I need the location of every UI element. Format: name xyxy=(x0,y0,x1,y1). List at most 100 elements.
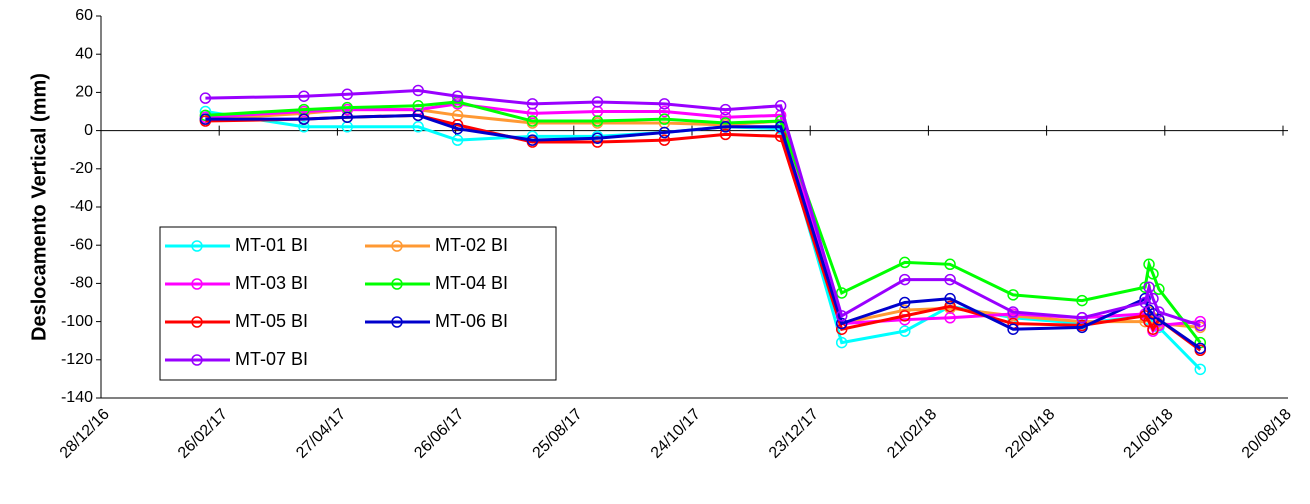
legend-box xyxy=(159,226,557,381)
marker xyxy=(412,109,424,122)
marker xyxy=(1007,306,1019,318)
marker xyxy=(774,100,787,112)
marker xyxy=(1194,315,1207,328)
marker xyxy=(1147,292,1159,305)
marker xyxy=(1153,313,1165,326)
marker xyxy=(1143,258,1155,271)
marker xyxy=(835,317,848,330)
marker xyxy=(835,310,848,322)
marker xyxy=(591,115,604,127)
legend-marker xyxy=(391,316,403,328)
marker xyxy=(298,121,310,133)
legend-marker xyxy=(191,240,203,252)
x-tick-label: 28/12/16 xyxy=(57,406,113,462)
marker xyxy=(944,258,956,271)
legend-marker xyxy=(391,278,403,290)
marker xyxy=(526,115,539,127)
legend-label: MT-06 BI xyxy=(435,311,508,331)
legend-label: MT-03 BI xyxy=(235,273,308,293)
marker xyxy=(899,273,911,286)
legend-marker xyxy=(191,278,203,290)
x-tick-label: 20/08/18 xyxy=(1239,406,1295,462)
series-line xyxy=(205,88,1201,327)
marker xyxy=(899,310,911,322)
x-tick-label: 21/02/18 xyxy=(884,406,940,462)
marker xyxy=(341,88,353,101)
legend-label: MT-04 BI xyxy=(435,273,508,293)
x-tick-label: 22/04/18 xyxy=(1002,406,1058,462)
marker xyxy=(719,128,732,141)
marker xyxy=(451,134,464,146)
x-tick-label: 21/06/18 xyxy=(1121,406,1177,462)
marker xyxy=(298,113,310,125)
marker xyxy=(526,134,539,146)
marker xyxy=(1139,310,1151,322)
x-tick-label: 25/08/17 xyxy=(530,406,586,462)
marker xyxy=(658,126,671,139)
marker xyxy=(1194,319,1207,332)
y-axis-label: Deslocamento Vertical (mm) xyxy=(28,73,50,341)
marker xyxy=(899,296,911,309)
marker xyxy=(944,312,956,324)
y-tick-label: -140 xyxy=(61,389,93,406)
marker xyxy=(719,121,732,133)
y-tick-label: -120 xyxy=(61,351,93,368)
marker xyxy=(899,256,911,269)
marker xyxy=(835,336,848,349)
y-tick-label: 0 xyxy=(84,122,93,139)
marker xyxy=(412,84,424,97)
marker xyxy=(944,273,956,286)
y-tick-label: -20 xyxy=(70,160,93,177)
x-tick-label: 26/06/17 xyxy=(411,406,467,462)
marker xyxy=(944,300,956,313)
legend-label: MT-07 BI xyxy=(235,349,308,369)
x-tick-label: 23/12/17 xyxy=(766,406,822,462)
y-tick-label: -100 xyxy=(61,313,93,330)
marker xyxy=(719,103,732,116)
marker xyxy=(451,90,464,102)
marker xyxy=(658,113,671,125)
marker xyxy=(591,96,604,108)
marker xyxy=(298,90,310,102)
y-tick-label: -40 xyxy=(70,198,93,215)
x-tick-label: 26/02/17 xyxy=(175,406,231,462)
legend-label: MT-05 BI xyxy=(235,311,308,331)
marker xyxy=(591,132,604,144)
x-tick-label: 27/04/17 xyxy=(293,406,349,462)
marker xyxy=(1147,308,1159,320)
legend-marker xyxy=(191,316,203,328)
marker xyxy=(451,122,464,135)
marker xyxy=(1153,306,1165,318)
marker xyxy=(1143,281,1155,293)
marker xyxy=(1076,312,1088,324)
marker xyxy=(199,92,212,104)
y-tick-label: 40 xyxy=(75,45,93,62)
marker xyxy=(526,98,539,110)
marker xyxy=(658,105,671,118)
marker xyxy=(1147,268,1159,280)
marker xyxy=(944,292,956,305)
marker xyxy=(1194,363,1207,376)
marker xyxy=(1194,342,1207,355)
marker xyxy=(1076,294,1088,307)
marker xyxy=(1147,323,1159,335)
marker xyxy=(658,134,671,146)
marker xyxy=(199,113,212,125)
marker xyxy=(341,111,353,123)
legend-label: MT-02 BI xyxy=(435,235,508,255)
marker xyxy=(412,121,424,133)
marker xyxy=(899,325,911,337)
marker xyxy=(1007,323,1019,335)
x-tick-label: 24/10/17 xyxy=(648,406,704,462)
legend-marker xyxy=(191,354,203,366)
series-line xyxy=(205,113,1202,350)
y-tick-label: 20 xyxy=(75,84,93,101)
y-tick-label: -80 xyxy=(70,275,93,292)
legend-label: MT-01 BI xyxy=(235,235,308,255)
marker xyxy=(1007,289,1019,301)
y-tick-label: 60 xyxy=(75,7,93,24)
marker xyxy=(835,287,848,299)
legend-marker xyxy=(391,240,403,252)
marker xyxy=(658,98,671,110)
